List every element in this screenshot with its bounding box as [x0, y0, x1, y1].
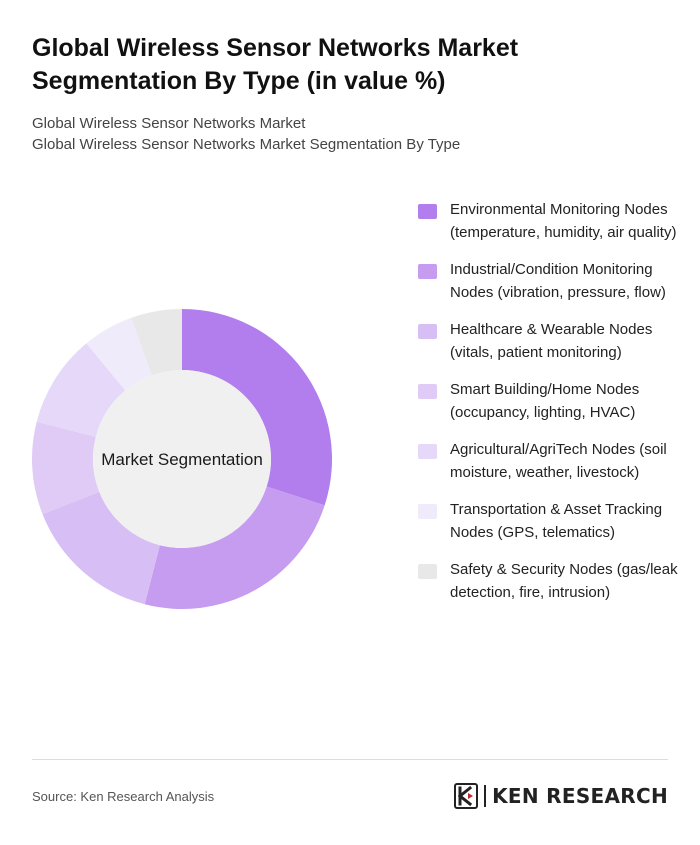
- legend-swatch: [418, 264, 437, 279]
- donut-slice-6: [86, 317, 152, 391]
- legend-swatch: [418, 504, 437, 519]
- donut-slice-5: [36, 343, 126, 437]
- donut-chart: Market Segmentation: [31, 309, 332, 609]
- donut-slice-7: [131, 309, 182, 376]
- chart-legend: Environmental Monitoring Nodes (temperat…: [418, 199, 680, 619]
- legend-item-4: Smart Building/Home Nodes (occupancy, li…: [418, 379, 680, 424]
- donut-slices: [31, 309, 332, 609]
- brand-logo: KEN RESEARCH: [454, 782, 668, 810]
- brand-separator: [484, 785, 487, 807]
- donut-slice-2: [144, 486, 325, 609]
- legend-swatch: [418, 324, 437, 339]
- legend-label: Industrial/Condition Monitoring Nodes (v…: [450, 261, 666, 301]
- legend-item-2: Industrial/Condition Monitoring Nodes (v…: [418, 259, 680, 304]
- legend-label: Safety & Security Nodes (gas/leak detect…: [450, 561, 678, 601]
- legend-swatch: [418, 564, 437, 579]
- legend-label: Transportation & Asset Tracking Nodes (G…: [450, 501, 663, 541]
- legend-swatch: [418, 204, 437, 219]
- legend-item-6: Transportation & Asset Tracking Nodes (G…: [418, 499, 680, 544]
- legend-swatch: [418, 444, 437, 459]
- chart-title: Global Wireless Sensor Networks Market S…: [32, 34, 519, 95]
- donut-slice-3: [42, 491, 160, 605]
- donut-slice-4: [31, 421, 100, 515]
- legend-item-7: Safety & Security Nodes (gas/leak detect…: [418, 559, 680, 604]
- legend-swatch: [418, 384, 437, 399]
- subtitle-line-2: Global Wireless Sensor Networks Market S…: [32, 136, 461, 153]
- donut-slice-1: [182, 309, 332, 506]
- subtitle-line-1: Global Wireless Sensor Networks Market: [32, 115, 306, 132]
- legend-label: Smart Building/Home Nodes (occupancy, li…: [450, 381, 640, 421]
- chart-subtitle: Global Wireless Sensor Networks Market G…: [32, 113, 652, 155]
- legend-item-5: Agricultural/AgriTech Nodes (soil moistu…: [418, 439, 680, 484]
- legend-item-1: Environmental Monitoring Nodes (temperat…: [418, 199, 680, 244]
- center-label: Market Segmentation: [101, 450, 263, 469]
- footer-divider: [32, 759, 668, 760]
- ken-research-logo-icon: [454, 783, 479, 809]
- source-note: Source: Ken Research Analysis: [32, 789, 215, 804]
- legend-label: Agricultural/AgriTech Nodes (soil moistu…: [450, 441, 667, 481]
- brand-name: KEN RESEARCH: [492, 784, 668, 808]
- legend-label: Healthcare & Wearable Nodes (vitals, pat…: [450, 321, 653, 361]
- legend-label: Environmental Monitoring Nodes (temperat…: [450, 201, 677, 241]
- donut-center: [93, 370, 271, 548]
- legend-item-3: Healthcare & Wearable Nodes (vitals, pat…: [418, 319, 680, 364]
